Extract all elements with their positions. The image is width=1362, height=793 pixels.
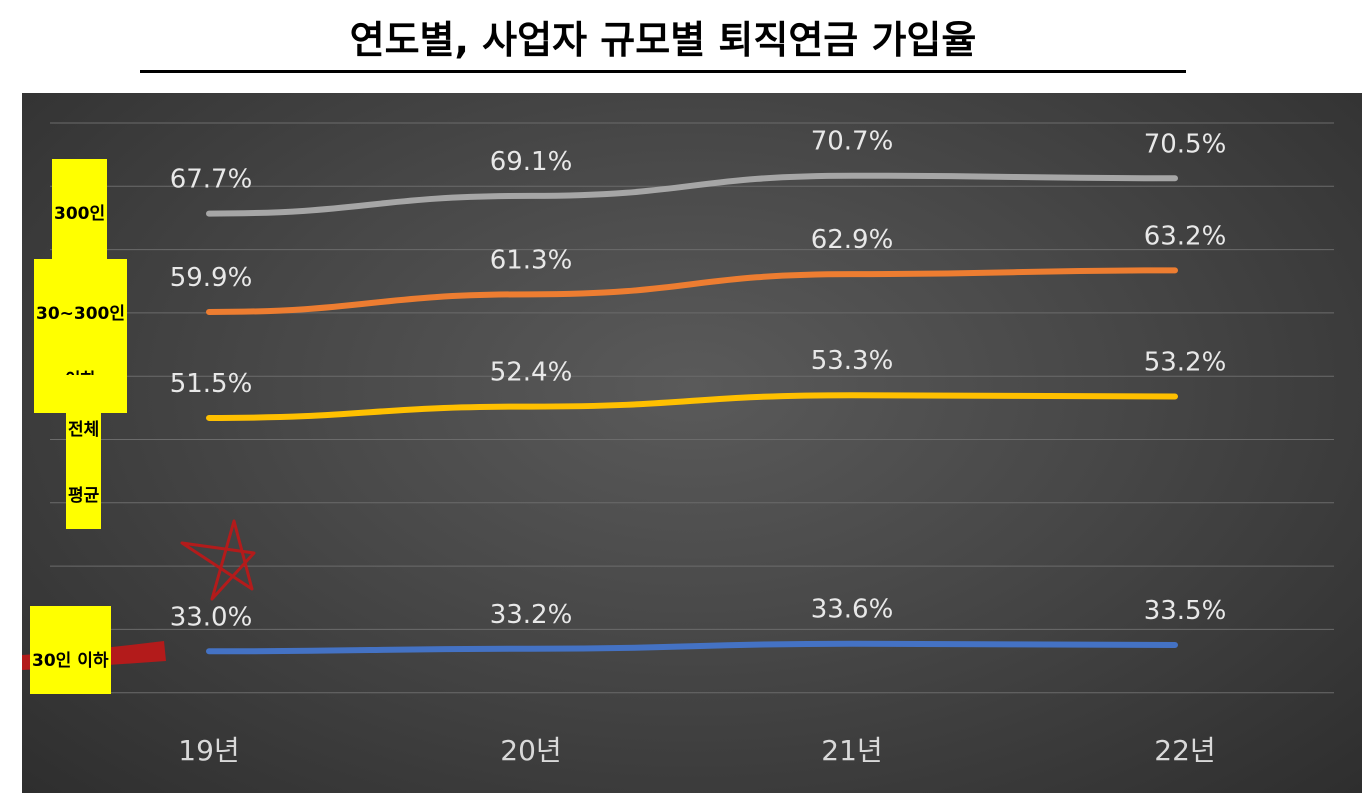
series-tag-line: 300인 <box>54 204 106 224</box>
x-tick-label: 20년 <box>500 734 561 767</box>
red-star-icon <box>180 519 256 601</box>
series-line <box>206 172 1178 217</box>
x-axis-ticks: 19년 20년 21년 22년 <box>178 734 1215 767</box>
series-lines <box>206 172 1178 655</box>
data-label: 33.0% <box>170 602 253 632</box>
data-label: 33.5% <box>1144 596 1227 626</box>
data-label: 59.9% <box>170 263 253 293</box>
data-label: 70.7% <box>811 127 894 157</box>
series-tag-line: 평균 <box>68 486 100 506</box>
data-label: 51.5% <box>170 369 253 399</box>
data-label: 63.2% <box>1144 221 1227 251</box>
chart-area: 67.7% 69.1% 70.7% 70.5% 59.9% 61.3% 62.9% 63.2%… <box>22 93 1362 793</box>
series-line <box>206 640 1178 655</box>
title-underline <box>140 70 1186 73</box>
series-line <box>206 392 1178 421</box>
data-label: 33.2% <box>490 600 573 630</box>
data-labels: 67.7% 69.1% 70.7% 70.5% 59.9% 61.3% 62.9% 63.2%… <box>170 127 1227 633</box>
x-tick-label: 19년 <box>178 734 239 767</box>
x-tick-label: 21년 <box>821 734 882 767</box>
data-label: 69.1% <box>490 147 573 177</box>
data-label: 53.3% <box>811 346 894 376</box>
data-label: 70.5% <box>1144 129 1227 159</box>
line-chart: 67.7% 69.1% 70.7% 70.5% 59.9% 61.3% 62.9% 63.2%… <box>22 122 1334 767</box>
series-line <box>206 267 1178 315</box>
data-label: 61.3% <box>490 245 573 275</box>
series-tag-under-30: 30인 이하 <box>30 606 111 694</box>
series-tag-total: 전체 평균 <box>66 375 102 529</box>
series-tag-line: 전체 <box>68 420 100 440</box>
data-label: 52.4% <box>490 358 573 388</box>
series-tag-line: 30인 이하 <box>32 651 109 671</box>
data-label: 53.2% <box>1144 347 1227 377</box>
data-label: 62.9% <box>811 225 894 255</box>
series-tag-line: 30~300인 <box>36 304 126 324</box>
data-label: 33.6% <box>811 595 894 625</box>
data-label: 67.7% <box>170 165 253 195</box>
chart-title: 연도별, 사업자 규모별 퇴직연금 가입율 <box>349 18 977 62</box>
x-tick-label: 22년 <box>1154 734 1215 767</box>
